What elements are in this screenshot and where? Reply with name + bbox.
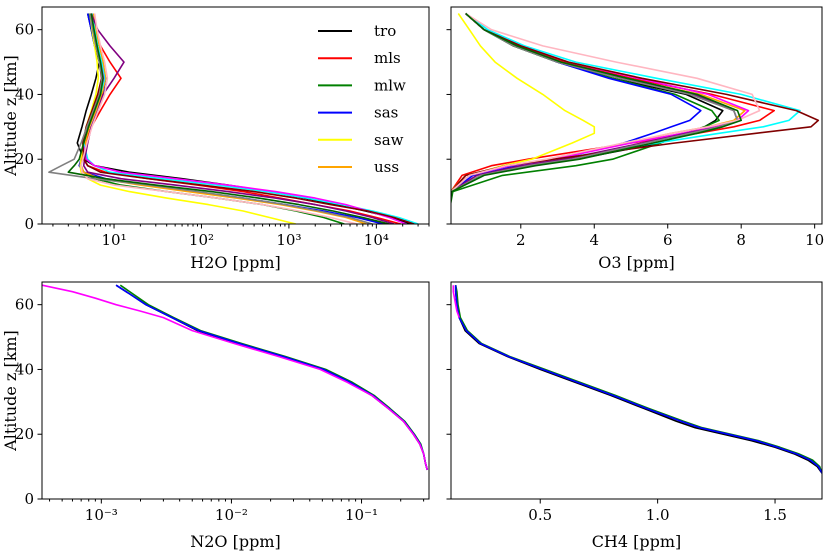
o3-series-7	[451, 12, 750, 201]
o3-xlabel: O3 [ppm]	[598, 253, 675, 272]
ch4-x-tick-label: 1.0	[646, 506, 670, 524]
o3-series-1	[451, 12, 776, 201]
h2o-y-tick-label: 40	[15, 85, 34, 103]
legend-label-mls: mls	[374, 49, 401, 67]
h2o-ticks: 10¹ 10² 10³ 10⁴ 0 20 40 60	[15, 21, 430, 249]
n2o-axes-frame	[41, 281, 430, 500]
panel-h2o: 10¹ 10² 10³ 10⁴ 0 20 40 60 H2O [ppm] Altitude z…	[1, 6, 430, 272]
ch4-ticks: 0.5 1.0 1.5	[446, 304, 787, 524]
o3-series-8	[451, 12, 739, 201]
legend-label-tro: tro	[374, 22, 396, 40]
legend-label-sas: sas	[374, 104, 398, 122]
legend-label-mlw: mlw	[374, 76, 406, 94]
h2o-series-11	[80, 13, 358, 224]
n2o-x-tick-label: 10⁻³	[85, 506, 118, 524]
o3-series-3	[451, 12, 702, 201]
h2o-x-tick-label: 10³	[276, 231, 301, 249]
legend-label-saw: saw	[374, 131, 404, 149]
panel-ch4: 0.5 1.0 1.5 CH4 [ppm]	[446, 281, 823, 551]
h2o-lines	[48, 13, 419, 224]
n2o-series-3	[42, 284, 429, 471]
n2o-ticks: 10⁻³ 10⁻² 10⁻¹ 0 20 40 60	[15, 296, 425, 524]
o3-x-tick-label: 6	[663, 231, 673, 249]
o3-series-10	[451, 12, 739, 203]
o3-series-0	[451, 12, 724, 194]
h2o-series-12	[67, 13, 390, 224]
n2o-y-tick-label: 60	[15, 296, 34, 314]
o3-x-tick-label: 2	[516, 231, 526, 249]
ch4-lines	[452, 285, 822, 474]
o3-series-5	[451, 12, 746, 194]
o3-series-9	[451, 12, 820, 201]
n2o-lines	[42, 284, 429, 471]
n2o-xlabel: N2O [ppm]	[190, 532, 281, 551]
ch4-series-0	[454, 285, 822, 474]
h2o-y-tick-label: 60	[15, 21, 34, 39]
o3-x-tick-label: 8	[736, 231, 746, 249]
legend: tro mls mlw sas saw uss	[318, 22, 406, 176]
h2o-y-tick-label: 20	[15, 150, 34, 168]
h2o-x-tick-label: 10⁴	[364, 231, 389, 249]
n2o-series-2	[115, 284, 429, 471]
h2o-y-tick-label: 0	[24, 215, 34, 233]
n2o-series-1	[119, 284, 429, 471]
h2o-xlabel: H2O [ppm]	[190, 253, 280, 272]
h2o-ylabel: Altitude z [km]	[1, 55, 20, 177]
panel-n2o: 10⁻³ 10⁻² 10⁻¹ 0 20 40 60 N2O [ppm] Altitude z…	[1, 281, 430, 551]
h2o-x-tick-label: 10¹	[101, 231, 126, 249]
o3-axes-frame	[450, 6, 823, 225]
h2o-series-saw	[79, 13, 296, 224]
h2o-x-tick-label: 10²	[189, 231, 214, 249]
legend-label-uss: uss	[374, 158, 399, 176]
panel-o3: 2 4 6 8 10 O3 [ppm]	[446, 6, 824, 272]
o3-ticks: 2 4 6 8 10	[446, 29, 824, 249]
o3-series-2	[451, 12, 720, 207]
h2o-series-10	[48, 13, 373, 224]
ch4-x-tick-label: 1.5	[763, 506, 787, 524]
o3-x-tick-label: 10	[805, 231, 824, 249]
o3-series-12	[451, 12, 743, 203]
ch4-axes-frame	[450, 281, 823, 500]
h2o-axes-frame	[41, 6, 430, 225]
n2o-x-tick-label: 10⁻²	[215, 506, 248, 524]
h2o-series-uss	[80, 13, 367, 224]
n2o-x-tick-label: 10⁻¹	[345, 506, 378, 524]
o3-series-11	[451, 12, 761, 201]
o3-x-tick-label: 4	[589, 231, 599, 249]
n2o-ylabel: Altitude z [km]	[1, 330, 20, 452]
ch4-x-tick-label: 0.5	[528, 506, 552, 524]
o3-lines	[451, 12, 820, 207]
ch4-xlabel: CH4 [ppm]	[592, 532, 682, 551]
h2o-series-8	[82, 13, 395, 224]
ch4-series-2	[454, 285, 822, 474]
n2o-y-tick-label: 0	[24, 490, 34, 508]
ch4-series-3	[452, 285, 460, 318]
n2o-y-tick-label: 40	[15, 360, 34, 378]
n2o-y-tick-label: 20	[15, 425, 34, 443]
o3-series-6	[451, 12, 801, 201]
